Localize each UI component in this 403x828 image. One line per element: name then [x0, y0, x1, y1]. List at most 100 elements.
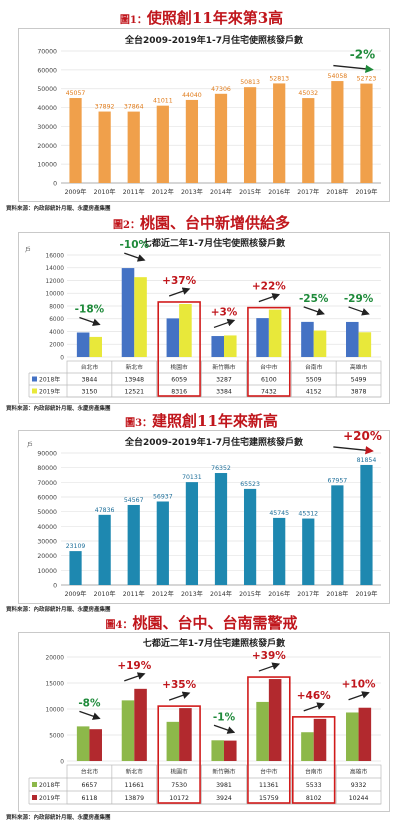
bar [127, 111, 140, 183]
data-label: 45032 [298, 90, 318, 97]
change-arrow [168, 287, 191, 297]
table-value: 3924 [216, 795, 232, 802]
data-label: 56937 [153, 493, 173, 500]
bar [358, 707, 372, 761]
legend-label: 2018年 [39, 375, 60, 383]
y-tick-label: 50000 [37, 509, 57, 516]
figure-4-title: 圖4：桃園、台中、台南需警戒 [0, 612, 403, 633]
highlight-box [157, 705, 201, 804]
bar [134, 277, 147, 357]
figure-4-number: 圖4： [105, 620, 133, 631]
table-value: 5499 [351, 376, 367, 383]
x-tick-label: 新北市 [126, 768, 144, 776]
data-label: 47836 [95, 507, 115, 514]
chart-1: 全台2009-2019年1-7月住宅使照核發戶數 0 10000 20000 30000… [37, 34, 381, 196]
x-tick-label: 2010年 [94, 590, 116, 598]
change-arrow [213, 318, 236, 329]
change-arrow [79, 710, 101, 720]
chart-title: 七都近二年1-7月住宅建照核發戶數 [143, 637, 286, 649]
bar [243, 488, 257, 585]
table-value: 3150 [82, 388, 98, 395]
legend-label: 2019年 [39, 794, 60, 802]
bar [121, 268, 135, 357]
y-tick-label: 0 [60, 759, 64, 765]
y-tick-label: 40000 [37, 105, 57, 112]
bar [313, 718, 327, 761]
y-tick-label: 12000 [46, 279, 65, 285]
legend-swatch [32, 376, 37, 382]
x-tick-label: 2015年 [239, 188, 261, 196]
y-tick-label: 8000 [49, 304, 64, 310]
bar [166, 318, 180, 357]
data-label: 41011 [153, 98, 173, 105]
source-note-3: 資料來源：內政部統計月報、永慶房產集團 [6, 607, 111, 613]
x-tick-label: 2013年 [181, 188, 203, 196]
legend-label: 2018年 [39, 781, 60, 789]
x-tick-label: 桃園市 [170, 363, 188, 371]
data-label: 37864 [124, 104, 144, 111]
y-tick-label: 4000 [49, 330, 64, 336]
x-tick-label: 新北市 [126, 363, 144, 371]
y-tick-label: 70000 [37, 480, 57, 487]
table-value: 6100 [261, 376, 277, 383]
y-tick-label: 5000 [49, 733, 64, 739]
y-tick-label: 20000 [37, 143, 57, 150]
highlight-box [291, 716, 336, 804]
source-note-1: 資料來源：內政部統計月報、永慶房產集團 [6, 206, 111, 212]
table-value: 13948 [124, 376, 144, 383]
data-label: 52723 [357, 76, 377, 83]
x-tick-label: 2018年 [326, 590, 348, 598]
table-value: 4152 [306, 388, 322, 395]
table-value: 8102 [306, 795, 322, 802]
change-annotation: -29% [344, 293, 374, 305]
x-tick-label: 台中市 [260, 768, 278, 776]
highlight-box [247, 306, 291, 397]
bar [76, 332, 90, 357]
x-tick-label: 新竹縣市 [212, 363, 235, 371]
bar [98, 514, 111, 585]
y-tick-label: 10000 [46, 292, 65, 298]
bar [268, 679, 282, 761]
table-value: 13879 [124, 795, 144, 802]
table-value: 12521 [124, 388, 144, 395]
bar [89, 729, 102, 761]
x-tick-label: 高雄市 [350, 363, 368, 371]
table-value: 10172 [169, 795, 189, 802]
y-tick-label: 10000 [37, 162, 57, 169]
data-label: 23109 [66, 543, 86, 550]
x-tick-label: 台南市 [305, 768, 323, 776]
data-label: 37892 [95, 104, 115, 111]
bar [360, 83, 373, 183]
chart-4: 七都近二年1-7月住宅建照核發戶數 0 5000 10000 15000 20000 201… [28, 637, 382, 805]
y-tick-label: 0 [53, 583, 57, 590]
x-tick-label: 2018年 [326, 188, 348, 196]
highlight-box [247, 676, 291, 804]
table-value: 5509 [306, 376, 322, 383]
change-arrow [303, 702, 325, 712]
bar [224, 740, 237, 761]
bar [313, 330, 327, 357]
y-tick-label: 20000 [37, 553, 57, 560]
bar [156, 105, 169, 183]
bar [211, 336, 224, 357]
x-tick-label: 台北市 [81, 363, 99, 371]
table-value: 10244 [349, 795, 369, 802]
change-annotation: +19% [117, 660, 151, 672]
figure-4-heading: 桃園、台中、台南需警戒 [132, 614, 298, 632]
change-arrow [258, 662, 281, 672]
bar [243, 87, 257, 183]
table-value: 8316 [171, 388, 187, 395]
x-tick-label: 2017年 [297, 188, 319, 196]
bar [268, 309, 282, 357]
y-tick-label: 50000 [37, 86, 57, 93]
table-value: 9332 [351, 782, 367, 789]
chart-title: 全台2009-2019年1-7月住宅使照核發戶數 [124, 34, 304, 46]
bar [273, 517, 286, 585]
x-tick-label: 台北市 [81, 768, 99, 776]
y-tick-label: 40000 [37, 524, 57, 531]
y-tick-label: 15000 [46, 681, 65, 687]
change-annotation: -10% [120, 239, 150, 251]
bar [346, 321, 359, 357]
chart-title: 全台2009-2019年1-7月住宅建照核發戶數 [124, 436, 304, 448]
x-tick-label: 2011年 [123, 188, 145, 196]
